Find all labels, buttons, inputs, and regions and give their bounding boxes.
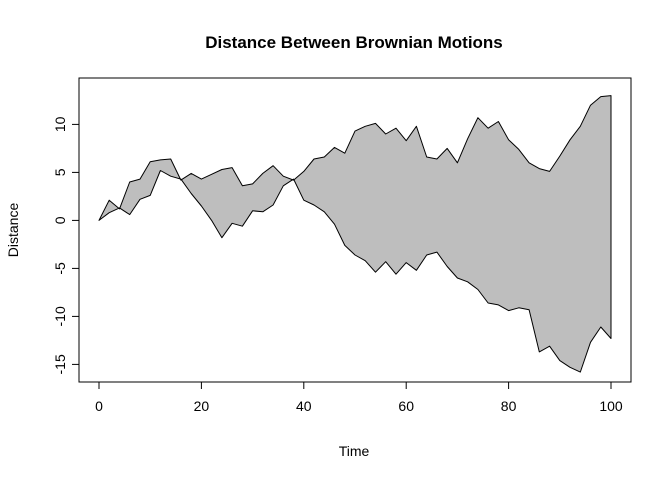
- area-layer: [98, 95, 612, 373]
- x-tick-label: 40: [296, 398, 312, 414]
- chart-title: Distance Between Brownian Motions: [205, 33, 503, 52]
- y-tick-label: 5: [52, 168, 68, 176]
- x-tick-label: 60: [398, 398, 414, 414]
- x-axis-label: Time: [339, 443, 370, 459]
- x-tick-label: 80: [501, 398, 517, 414]
- x-tick-label: 100: [599, 398, 623, 414]
- x-tick-label: 20: [194, 398, 210, 414]
- y-tick-label: -10: [52, 306, 68, 326]
- y-tick-label: 0: [52, 216, 68, 224]
- y-tick-label: -15: [52, 354, 68, 374]
- y-tick-label: -5: [52, 262, 68, 275]
- y-tick-label: 10: [52, 116, 68, 132]
- x-axis: 0 20 40 60 80 100: [95, 381, 623, 414]
- y-axis-label: Distance: [5, 203, 21, 258]
- y-axis: -15 -10 -5 0 5 10: [52, 116, 80, 375]
- distance-band: [98, 95, 612, 373]
- x-tick-label: 0: [95, 398, 103, 414]
